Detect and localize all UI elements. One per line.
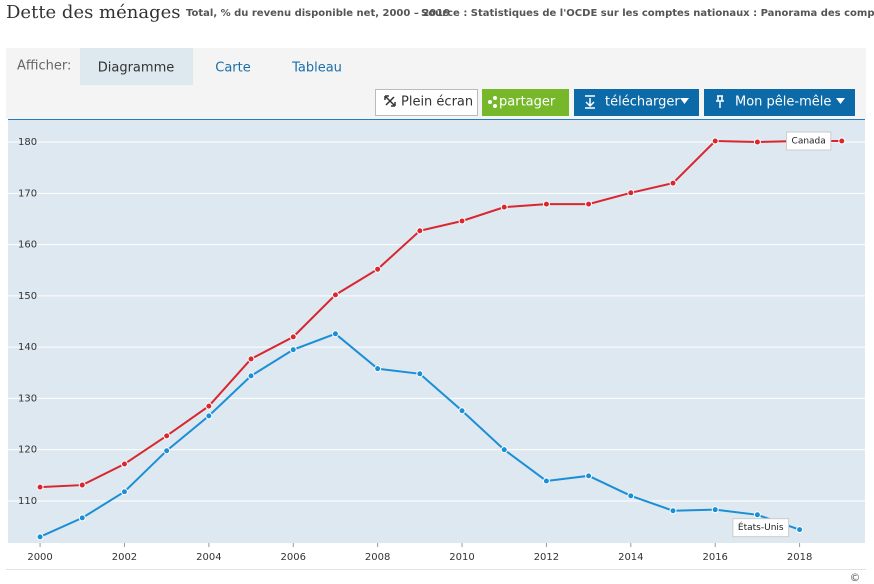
y-tick-label: 150 xyxy=(18,291,37,302)
point xyxy=(78,514,86,522)
point xyxy=(78,481,86,489)
fullscreen-icon xyxy=(384,95,396,107)
point xyxy=(120,488,128,496)
x-tick-label: 2008 xyxy=(365,552,390,563)
point xyxy=(36,533,44,541)
share-button[interactable] xyxy=(482,89,569,116)
pinboard-button[interactable] xyxy=(704,89,855,116)
point xyxy=(331,330,339,338)
point xyxy=(542,200,550,208)
x-tick-label: 2002 xyxy=(112,552,137,563)
x-tick-label: 2006 xyxy=(281,552,306,563)
point xyxy=(627,492,635,500)
y-tick-label: 130 xyxy=(18,393,37,404)
title: Dette des ménages xyxy=(6,2,181,23)
x-tick-label: 2012 xyxy=(534,552,559,563)
point xyxy=(711,137,719,145)
tab-active-bg xyxy=(80,48,193,85)
y-tick-label: 110 xyxy=(18,496,37,507)
button-label: Plein écran xyxy=(401,95,473,110)
show-label: Afficher: xyxy=(17,59,71,74)
point xyxy=(753,511,761,519)
source: Source : Statistiques de l'OCDE sur les … xyxy=(421,8,874,19)
point xyxy=(36,483,44,491)
tab[interactable]: Tableau xyxy=(291,61,342,76)
point xyxy=(796,526,804,534)
copyright: © xyxy=(850,571,861,584)
point xyxy=(247,355,255,363)
point xyxy=(585,472,593,480)
point xyxy=(205,412,213,420)
point xyxy=(585,200,593,208)
y-tick-label: 120 xyxy=(18,445,37,456)
series-label: Canada xyxy=(792,137,826,147)
series-label: États-Unis xyxy=(738,521,784,533)
y-tick-label: 180 xyxy=(18,137,37,148)
series-label-box xyxy=(732,518,790,538)
point xyxy=(120,460,128,468)
y-tick-label: 140 xyxy=(18,342,37,353)
download-button[interactable] xyxy=(574,89,699,116)
point xyxy=(500,203,508,211)
x-tick-label: 2010 xyxy=(449,552,474,563)
point xyxy=(542,477,550,485)
series-label-box xyxy=(786,131,832,151)
button-label: partager xyxy=(499,95,556,110)
point xyxy=(711,506,719,514)
point xyxy=(374,365,382,373)
tab[interactable]: Diagramme xyxy=(98,61,174,76)
plot-area xyxy=(8,119,865,543)
point xyxy=(205,402,213,410)
point xyxy=(669,507,677,515)
button-label: télécharger xyxy=(605,95,680,110)
point xyxy=(374,265,382,273)
point xyxy=(163,447,171,455)
point xyxy=(247,372,255,380)
subtitle: Total, % du revenu disponible net, 2000 … xyxy=(186,8,450,19)
y-tick-label: 170 xyxy=(18,188,37,199)
point xyxy=(627,189,635,197)
x-tick-label: 2014 xyxy=(618,552,643,563)
x-tick-label: 2000 xyxy=(27,552,52,563)
point xyxy=(416,227,424,235)
series-line xyxy=(40,140,842,489)
point xyxy=(458,217,466,225)
point xyxy=(289,346,297,354)
y-tick-label: 160 xyxy=(18,240,37,251)
x-tick-label: 2016 xyxy=(702,552,727,563)
point xyxy=(331,291,339,299)
point xyxy=(416,370,424,378)
button-label: Mon pêle-mêle xyxy=(735,95,831,110)
x-tick-label: 2018 xyxy=(787,552,812,563)
point xyxy=(838,137,846,145)
point xyxy=(669,179,677,187)
point xyxy=(500,446,508,454)
point xyxy=(163,432,171,440)
point xyxy=(753,138,761,146)
point xyxy=(458,407,466,415)
tab[interactable]: Carte xyxy=(215,61,250,76)
x-tick-label: 2004 xyxy=(196,552,221,563)
point xyxy=(289,333,297,341)
